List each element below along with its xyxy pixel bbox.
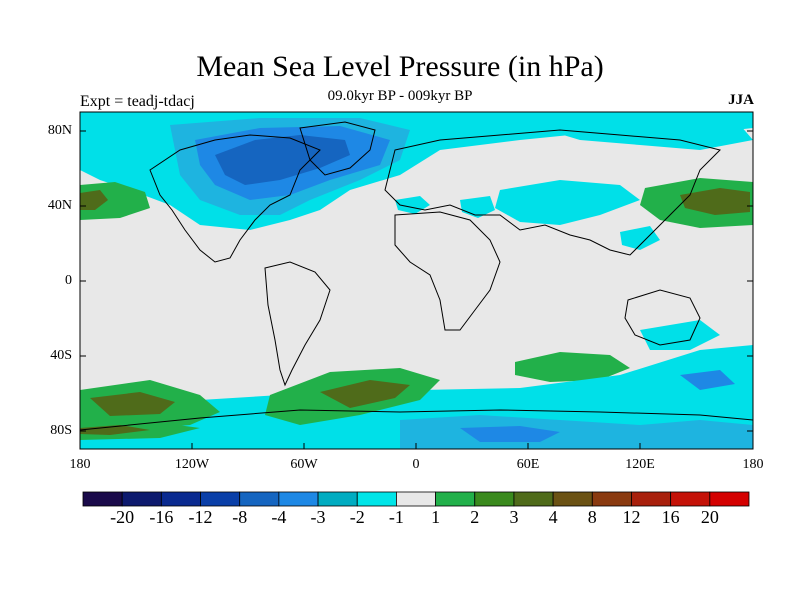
- map-subtitle: 09.0kyr BP - 009kyr BP: [327, 88, 473, 104]
- lon-label-180-right: 180: [742, 457, 764, 472]
- colorbar-label: -2: [349, 507, 365, 527]
- colorbar: [82, 491, 750, 507]
- lat-label-80s: 80S: [50, 423, 72, 438]
- colorbar-swatch: [121, 491, 162, 507]
- colorbar-label: 4: [548, 507, 558, 527]
- greenland-coast: [299, 121, 376, 176]
- australia-coast: [624, 289, 701, 346]
- colorbar-swatch: [435, 491, 476, 507]
- colorbar-label: -16: [149, 507, 174, 527]
- colorbar-label: 3: [509, 507, 519, 527]
- colorbar-label: 2: [470, 507, 480, 527]
- map-field: [80, 112, 753, 449]
- lon-label-180-left: 180: [69, 457, 91, 472]
- asia-cyan-band: [495, 180, 640, 225]
- colorbar-label: -12: [188, 507, 213, 527]
- colorbar-swatch: [356, 491, 397, 507]
- lat-label-80n: 80N: [47, 123, 72, 138]
- colorbar-label: 8: [587, 507, 597, 527]
- lat-label-0: 0: [65, 273, 72, 288]
- colorbar-swatch: [396, 491, 436, 507]
- europe-asia-coast: [384, 129, 721, 256]
- colorbar-label: -3: [310, 507, 326, 527]
- lon-label-0: 0: [412, 457, 420, 472]
- southern-olive-west: [90, 392, 175, 416]
- lon-label-120e: 120E: [625, 457, 655, 472]
- china-cyan: [620, 226, 660, 250]
- colorbar-swatch: [670, 491, 711, 507]
- lat-label-40n: 40N: [47, 198, 72, 213]
- south-pacific-blue: [680, 370, 735, 390]
- map-title: Mean Sea Level Pressure (in hPa): [196, 50, 604, 83]
- colorbar-label: -8: [232, 507, 248, 527]
- colorbar-swatch: [474, 491, 515, 507]
- south-america-coast: [264, 261, 331, 387]
- colorbar-swatch: [709, 491, 750, 507]
- colorbar-swatch: [552, 491, 593, 507]
- colorbar-swatch: [317, 491, 358, 507]
- pacific-olive-east: [680, 188, 750, 215]
- north-america-coast: [149, 134, 321, 263]
- lon-label-60w: 60W: [290, 457, 318, 472]
- arctic-dark-blue-region: [215, 135, 350, 185]
- africa-coast: [394, 211, 501, 331]
- arctic-cyan-fringe: [520, 118, 753, 150]
- lat-label-40s: 40S: [50, 348, 72, 363]
- colorbar-swatch: [160, 491, 201, 507]
- colorbar-label: 20: [700, 507, 719, 527]
- lon-label-120w: 120W: [174, 457, 210, 472]
- colorbar-swatch: [200, 491, 241, 507]
- season-label: JJA: [728, 92, 754, 108]
- colorbar-label: 16: [661, 507, 680, 527]
- experiment-label: Expt = teadj-tdacj: [80, 93, 195, 110]
- colorbar-swatch: [513, 491, 554, 507]
- lon-label-60e: 60E: [516, 457, 540, 472]
- colorbar-swatch: [82, 491, 123, 507]
- colorbar-swatch: [631, 491, 672, 507]
- indian-ocean-cyan: [640, 320, 720, 350]
- colorbar-label: 12: [622, 507, 641, 527]
- axis-ticks: [79, 130, 754, 449]
- colorbar-swatch: [278, 491, 319, 507]
- southern-mid-blue: [460, 426, 560, 442]
- colorbar-label: -4: [271, 507, 287, 527]
- pacific-olive-west: [80, 190, 108, 210]
- colorbar-swatch: [591, 491, 632, 507]
- colorbar-swatch: [239, 491, 280, 507]
- southern-olive-band: [80, 425, 150, 435]
- colorbar-label: 1: [431, 507, 441, 527]
- antarctica-coast: [80, 409, 753, 431]
- coastlines: [80, 121, 753, 431]
- southern-olive-central: [320, 380, 410, 408]
- colorbar-label: -20: [110, 507, 135, 527]
- colorbar-label: -1: [388, 507, 404, 527]
- south-atlantic-green: [515, 352, 630, 382]
